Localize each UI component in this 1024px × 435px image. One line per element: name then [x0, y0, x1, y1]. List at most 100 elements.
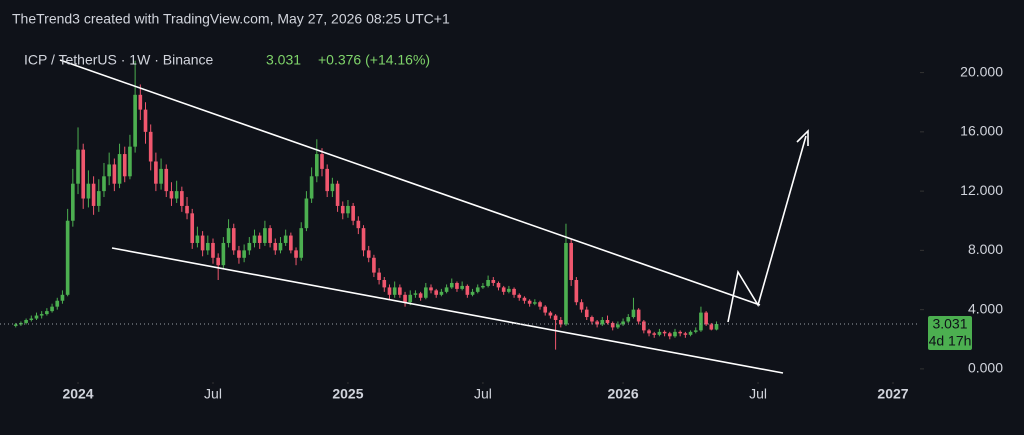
candle-body	[29, 318, 34, 320]
candle-body	[470, 291, 475, 295]
candle-body	[533, 302, 537, 304]
candle-body	[403, 294, 407, 303]
candle-body	[709, 324, 714, 330]
candle-body	[579, 302, 584, 310]
candle-body	[34, 315, 39, 319]
candle-body	[304, 198, 309, 229]
last-close: 3.031	[266, 52, 301, 68]
candle-body	[621, 321, 625, 325]
candle-body	[263, 228, 267, 243]
candle-body	[382, 280, 387, 288]
candle-body	[496, 282, 501, 288]
candle-body	[455, 282, 459, 289]
candles	[13, 60, 719, 350]
candle-body	[340, 205, 345, 214]
candle-body	[117, 154, 122, 184]
symbol-legend: ICP / TetherUS · 1W · Binance	[24, 52, 214, 68]
candle-body	[154, 161, 158, 184]
candle-body	[335, 183, 340, 206]
y-tick-label: 12.000	[960, 182, 1003, 198]
candle-body	[237, 250, 241, 258]
candle-body	[195, 235, 200, 243]
candle-body	[491, 280, 496, 283]
candle-body	[361, 228, 366, 251]
candle-body	[574, 280, 579, 303]
candle-body	[714, 323, 719, 330]
candle-body	[558, 320, 563, 325]
candle-body	[71, 183, 75, 221]
candle-body	[180, 191, 184, 206]
candle-body	[91, 183, 96, 206]
x-tick-label: 2026	[607, 386, 638, 402]
lower-trendline	[111, 247, 784, 374]
candle-body	[320, 154, 324, 169]
candle-body	[543, 306, 548, 313]
candle-body	[408, 294, 413, 303]
candle-body	[465, 285, 470, 295]
candle-body	[652, 333, 657, 335]
candle-body	[283, 235, 288, 243]
candle-body	[626, 317, 631, 322]
candle-body	[418, 293, 423, 298]
candle-body	[413, 293, 418, 295]
candle-body	[325, 168, 330, 192]
candle-body	[595, 321, 599, 325]
candle-body	[231, 228, 236, 251]
candle-body	[429, 287, 433, 291]
candle-body	[289, 235, 293, 251]
candle-body	[242, 250, 246, 258]
candle-body	[527, 300, 532, 304]
candle-body	[190, 213, 195, 243]
candle-body	[55, 300, 60, 307]
candle-body	[600, 320, 605, 325]
candle-body	[372, 257, 376, 273]
candle-body	[205, 242, 210, 251]
price-box-value: 3.031	[932, 316, 967, 332]
candle-body	[185, 205, 189, 214]
candle-body	[434, 290, 439, 295]
candle-body	[512, 288, 516, 295]
candle-body	[65, 220, 70, 295]
candle-body	[351, 205, 355, 221]
candle-body	[122, 154, 127, 177]
y-tick-label: 16.000	[960, 123, 1003, 139]
candle-body	[273, 242, 278, 251]
candle-body	[159, 168, 163, 184]
candle-body	[481, 285, 485, 288]
candle-body	[673, 331, 677, 337]
candle-body	[548, 312, 553, 316]
candle-body	[486, 280, 490, 286]
candle-body	[13, 324, 18, 326]
candle-body	[174, 191, 179, 199]
candle-body	[392, 287, 397, 295]
candle-body	[112, 164, 117, 184]
price-box-countdown: 4d 17h	[929, 333, 972, 349]
candle-body	[366, 250, 371, 258]
candle-body	[693, 330, 698, 332]
projection-arrow	[727, 135, 807, 323]
candle-body	[299, 228, 304, 258]
price-box	[928, 315, 972, 350]
y-tick-label: 4.000	[968, 300, 1003, 316]
x-tick-label: 2024	[62, 386, 93, 402]
candle-body	[200, 235, 205, 251]
candle-body	[81, 149, 86, 199]
candle-body	[133, 94, 137, 147]
x-tick-label: 2027	[877, 386, 908, 402]
candle-body	[86, 183, 91, 199]
candle-body	[164, 168, 169, 192]
attribution: TheTrend3 created with TradingView.com, …	[12, 11, 450, 27]
candle-body	[138, 94, 143, 110]
candle-body	[377, 272, 381, 280]
candle-body	[642, 321, 646, 331]
candle-body	[148, 131, 153, 162]
candle-body	[268, 228, 272, 243]
candle-body	[330, 183, 335, 192]
candle-body	[569, 242, 573, 280]
candle-body	[314, 154, 319, 177]
drawings	[59, 59, 809, 374]
candle-body	[169, 191, 174, 199]
candle-body	[346, 205, 350, 214]
candle-body	[564, 242, 568, 325]
candle-body	[216, 257, 220, 266]
